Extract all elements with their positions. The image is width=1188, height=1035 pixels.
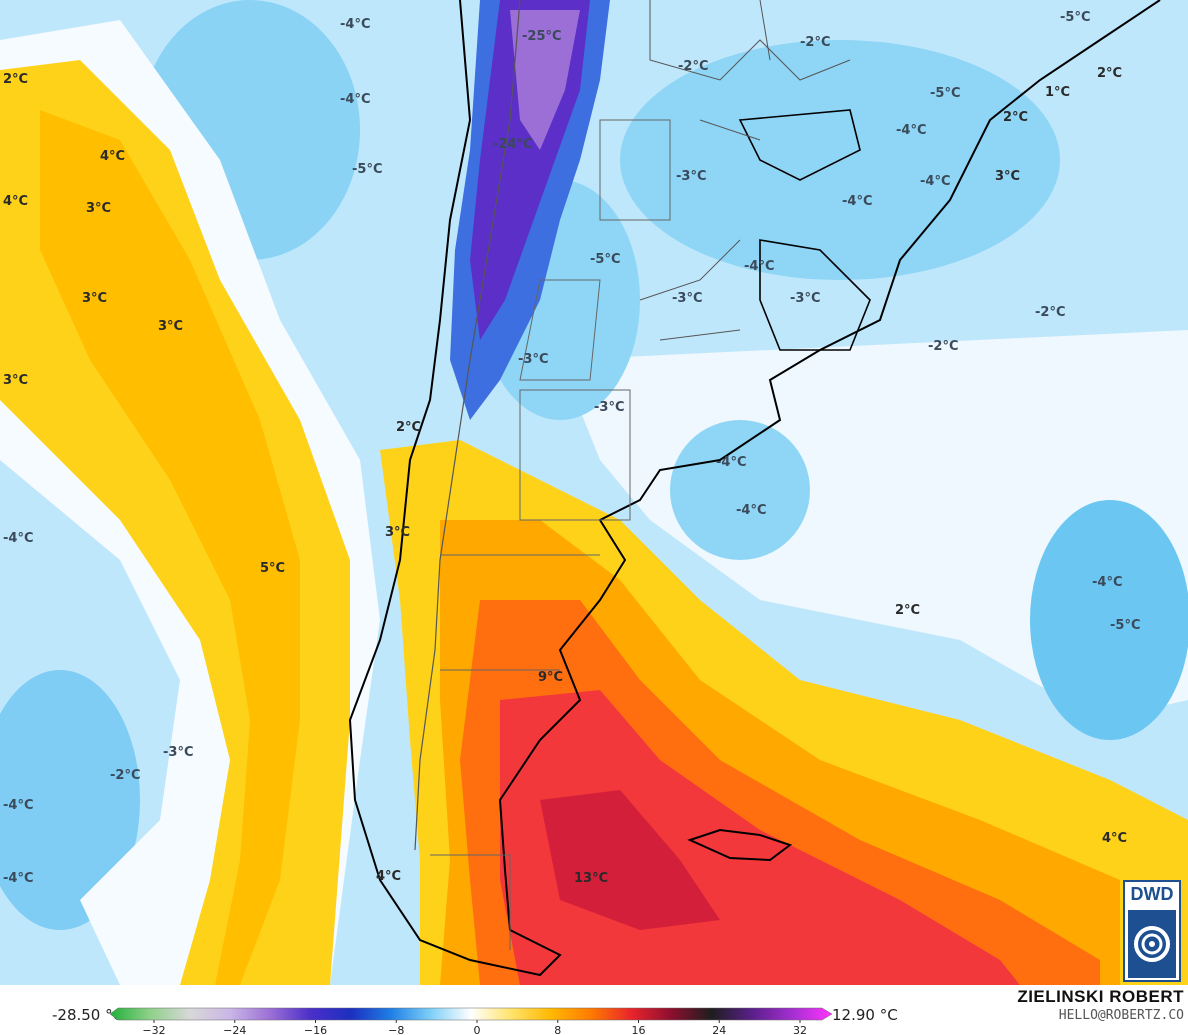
temp-label: -2°C — [678, 59, 708, 74]
temp-label: 3°C — [82, 291, 107, 306]
dwd-swirl-icon — [1128, 910, 1176, 978]
temp-label: 4°C — [1102, 831, 1127, 846]
border-argentina-chile — [414, 0, 521, 851]
temp-label: -4°C — [1092, 575, 1122, 590]
colorbar-min-label: -28.50 °C — [52, 1006, 124, 1024]
temp-label: 2°C — [3, 72, 28, 87]
pacific-warm-core — [40, 110, 300, 985]
temp-label: -4°C — [3, 871, 33, 886]
temp-label: 13°C — [574, 871, 608, 886]
temp-label: 2°C — [396, 420, 421, 435]
colorbar: −32 −24 −16 −8 0 8 16 24 32 — [110, 1007, 833, 1035]
colorbar-tick-label: 24 — [712, 1024, 726, 1035]
temp-label: -4°C — [920, 174, 950, 189]
temp-label: -4°C — [340, 92, 370, 107]
temp-label: -4°C — [716, 455, 746, 470]
temp-label: -5°C — [352, 162, 382, 177]
temp-label: -2°C — [928, 339, 958, 354]
credit-email: HELLO@ROBERTZ.CO — [1058, 1008, 1184, 1023]
dwd-logo: DWD — [1123, 880, 1181, 982]
temp-label: 3°C — [158, 319, 183, 334]
credit-name: ZIELINSKI ROBERT — [1017, 987, 1184, 1006]
colorbar-tick-label: 32 — [793, 1024, 807, 1035]
temp-label: 3°C — [3, 373, 28, 388]
border-uruguay-paraguay — [738, 109, 871, 351]
temp-label: -2°C — [110, 768, 140, 783]
temp-label: 9°C — [538, 670, 563, 685]
temp-label: 4°C — [100, 149, 125, 164]
border-brazil-states — [639, 0, 851, 341]
falkland-islands — [687, 828, 793, 862]
temp-label: -3°C — [163, 745, 193, 760]
colorbar-tick-label: 16 — [632, 1024, 646, 1035]
temp-label: 1°C — [1045, 85, 1070, 100]
temp-label: -5°C — [1110, 618, 1140, 633]
temp-label: -5°C — [590, 252, 620, 267]
patagonia-hot-core — [540, 790, 720, 930]
temp-label: -2°C — [800, 35, 830, 50]
temp-label: -24°C — [493, 137, 533, 152]
colorbar-bar — [110, 1007, 833, 1021]
colorbar-max-label: 12.90 °C — [832, 1006, 898, 1024]
temp-label: -5°C — [930, 86, 960, 101]
temp-label: -3°C — [672, 291, 702, 306]
temp-label: -5°C — [1060, 10, 1090, 25]
temp-label: 3°C — [995, 169, 1020, 184]
temp-label: -4°C — [3, 531, 33, 546]
colorbar-tick-label: −24 — [223, 1024, 246, 1035]
temp-label: -3°C — [518, 352, 548, 367]
cold-patch — [1030, 500, 1188, 740]
temp-label: 3°C — [385, 525, 410, 540]
dwd-logo-text: DWD — [1130, 884, 1174, 904]
temp-label: 2°C — [1097, 66, 1122, 81]
temp-label: -4°C — [736, 503, 766, 518]
colorbar-tick-label: −16 — [304, 1024, 327, 1035]
temperature-map: -4°C -25°C -2°C -2°C -5°C 2°C -4°C -5°C … — [0, 0, 1188, 985]
temp-label: -3°C — [594, 400, 624, 415]
temp-label: 4°C — [376, 869, 401, 884]
temp-label: -4°C — [3, 798, 33, 813]
temp-label: -25°C — [522, 29, 562, 44]
temp-label: 2°C — [1003, 110, 1028, 125]
temp-label: -2°C — [1035, 305, 1065, 320]
temp-label: 2°C — [895, 603, 920, 618]
temp-label: -3°C — [676, 169, 706, 184]
colorbar-tick-label: 8 — [554, 1024, 561, 1035]
temp-label: 5°C — [260, 561, 285, 576]
temp-label: 3°C — [86, 201, 111, 216]
border-provinces — [430, 119, 671, 950]
temp-label: -3°C — [790, 291, 820, 306]
colorbar-tick-label: −32 — [142, 1024, 165, 1035]
temp-label: -4°C — [842, 194, 872, 209]
colorbar-tick-label: 0 — [474, 1024, 481, 1035]
colorbar-tick-label: −8 — [388, 1024, 404, 1035]
temp-label: -4°C — [340, 17, 370, 32]
south-america-coastline — [348, 0, 1161, 977]
andes-peak-region — [510, 10, 580, 150]
cold-patch — [670, 420, 810, 560]
temp-label: -4°C — [896, 123, 926, 138]
temp-label: -4°C — [744, 259, 774, 274]
temp-label: 4°C — [3, 194, 28, 209]
cold-patch — [0, 670, 140, 930]
